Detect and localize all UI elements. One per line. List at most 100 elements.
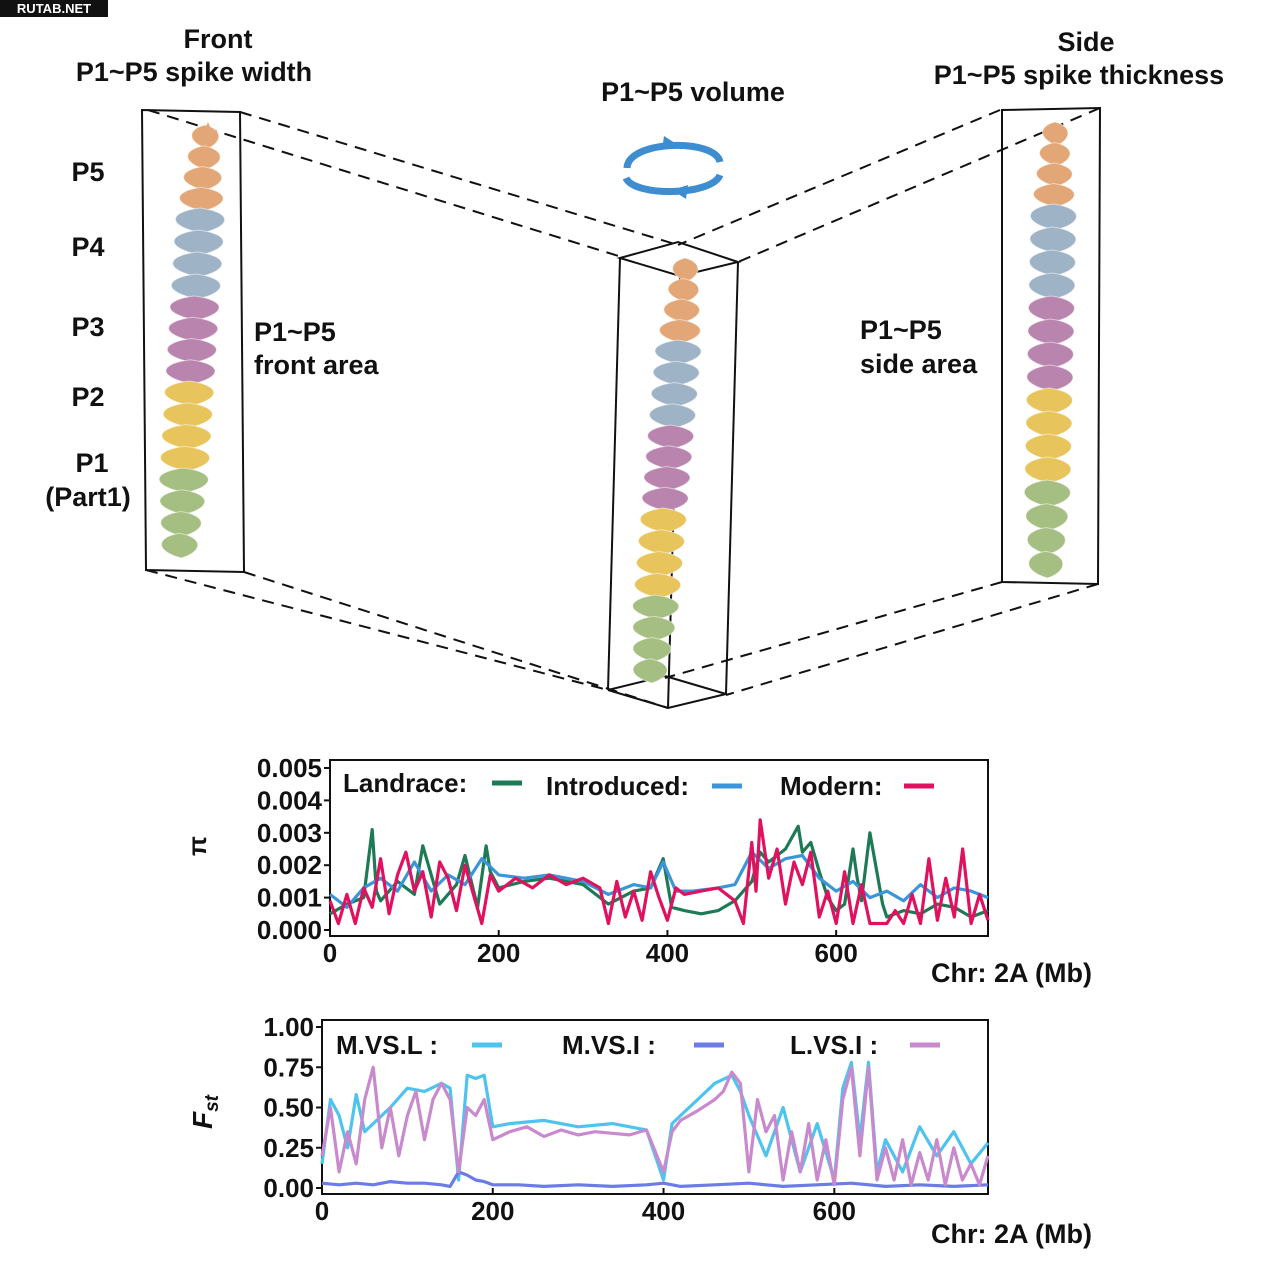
side-spikelet bbox=[1042, 121, 1069, 147]
volume-spikelet bbox=[638, 529, 685, 556]
pi-series-modern bbox=[328, 818, 990, 926]
volume-spikelet bbox=[663, 298, 701, 324]
side-spikelet bbox=[1029, 226, 1077, 254]
side-spikelet bbox=[1030, 203, 1077, 231]
side-spikelet bbox=[1026, 387, 1073, 415]
volume-spikelet bbox=[632, 658, 668, 684]
volume-spikelet bbox=[672, 257, 699, 283]
volume-spikelet bbox=[652, 360, 700, 387]
pi-legend-label: Landrace: bbox=[343, 768, 467, 798]
front-segment-p2 bbox=[159, 380, 215, 472]
fst-y-tick-label: 0.00 bbox=[263, 1173, 314, 1203]
pi-x-tick-label: 0 bbox=[323, 938, 337, 968]
side-spikelet bbox=[1028, 295, 1075, 323]
volume-spikelet bbox=[667, 277, 700, 303]
volume-segment-p4 bbox=[649, 339, 702, 429]
volume-segment-p1 bbox=[632, 594, 680, 684]
side-spikelet bbox=[1028, 272, 1076, 300]
pi-y-tick-label: 0.004 bbox=[257, 785, 323, 815]
side-spikelet bbox=[1024, 456, 1072, 484]
front-spikelet bbox=[169, 295, 220, 321]
side-segment-p5 bbox=[1033, 121, 1075, 208]
watermark-badge: RUTAB.NET bbox=[0, 0, 108, 17]
fst-y-ticks: 0.00 0.25 0.50 0.75 1.00 bbox=[263, 1012, 322, 1203]
fst-legend: M.VS.L : M.VS.I : L.VS.I : bbox=[336, 1030, 940, 1060]
front-spikelet bbox=[161, 532, 199, 559]
front-spikelet bbox=[173, 229, 224, 256]
fst-x-tick-label: 200 bbox=[471, 1196, 514, 1226]
side-area-label-1: P1~P5 bbox=[860, 315, 942, 345]
fst-x-ticks: 0 200 400 600 bbox=[315, 1188, 856, 1226]
side-segment-p4 bbox=[1028, 203, 1077, 300]
side-spikelet bbox=[1027, 341, 1074, 369]
volume-spikelet bbox=[636, 550, 683, 577]
front-spikelet bbox=[191, 124, 220, 150]
side-view-box bbox=[1001, 106, 1102, 586]
volume-spike-image bbox=[632, 257, 702, 684]
pi-legend-label: Introduced: bbox=[546, 771, 689, 801]
side-title: Side bbox=[1057, 27, 1114, 57]
part1-note: (Part1) bbox=[45, 482, 131, 512]
front-spikelet bbox=[174, 207, 225, 234]
volume-spikelet bbox=[645, 445, 693, 471]
front-spikelet bbox=[164, 380, 215, 407]
side-subtitle: P1~P5 spike thickness bbox=[934, 60, 1224, 90]
rotate-arrows-icon bbox=[622, 136, 724, 199]
side-spikelet bbox=[1039, 141, 1071, 167]
side-spikelet bbox=[1025, 503, 1069, 532]
front-spike-tip bbox=[204, 122, 212, 132]
front-spikelet bbox=[158, 467, 209, 494]
fst-y-tick-label: 0.50 bbox=[263, 1093, 314, 1123]
pi-y-tick-label: 0.005 bbox=[257, 753, 322, 783]
front-area-label-2: front area bbox=[254, 350, 380, 380]
side-spike-image bbox=[1024, 121, 1077, 579]
front-spikelet bbox=[160, 510, 202, 537]
fst-x-tick-label: 400 bbox=[642, 1196, 685, 1226]
fst-legend-label: L.VS.I : bbox=[790, 1030, 878, 1060]
pi-legend: Landrace: Introduced: Modern: bbox=[343, 768, 934, 801]
part-label-p2: P2 bbox=[71, 382, 104, 412]
front-spikelet bbox=[159, 489, 206, 516]
fst-legend-label: M.VS.I : bbox=[562, 1030, 656, 1060]
front-spikelet bbox=[165, 359, 216, 385]
front-spikelet bbox=[183, 165, 223, 191]
pi-plot-frame bbox=[329, 759, 989, 937]
pi-legend-label: Modern: bbox=[780, 771, 883, 801]
side-spikelet bbox=[1024, 479, 1071, 508]
front-spikelet bbox=[172, 251, 223, 278]
front-segment-p5 bbox=[179, 124, 224, 212]
part-label-p3: P3 bbox=[71, 312, 104, 342]
front-spikelet bbox=[170, 273, 221, 300]
fst-series-m-vs-i bbox=[321, 1170, 989, 1189]
front-area-label-1: P1~P5 bbox=[254, 317, 336, 347]
pi-series-group bbox=[328, 818, 990, 926]
fst-x-tick-label: 0 bbox=[315, 1196, 329, 1226]
side-spikelet bbox=[1033, 182, 1075, 208]
front-spikelet bbox=[162, 402, 213, 429]
side-spikelet bbox=[1035, 162, 1073, 188]
volume-spikelet bbox=[649, 403, 696, 429]
volume-title: P1~P5 volume bbox=[601, 77, 785, 107]
part-label-p5: P5 bbox=[71, 157, 104, 187]
fst-legend-label: M.VS.L : bbox=[336, 1030, 438, 1060]
pi-x-tick-label: 400 bbox=[646, 938, 689, 968]
pi-x-axis-label: Chr: 2A (Mb) bbox=[931, 958, 1092, 988]
volume-spikelet bbox=[640, 507, 687, 534]
pi-y-tick-label: 0.001 bbox=[257, 883, 322, 913]
fst-series-group bbox=[320, 1060, 990, 1189]
volume-segment-p2 bbox=[634, 507, 687, 599]
fst-y-axis-subscript: st bbox=[202, 1094, 223, 1112]
volume-spikelet bbox=[634, 572, 682, 599]
fst-y-axis-label: Fst bbox=[187, 1094, 223, 1129]
front-title: Front bbox=[184, 24, 253, 54]
side-segment-p2 bbox=[1024, 387, 1073, 484]
volume-spikelet bbox=[643, 465, 691, 491]
front-spikelet bbox=[159, 445, 211, 472]
front-segment-p3 bbox=[165, 295, 220, 385]
part-label-p1: P1 bbox=[75, 448, 108, 478]
volume-segment-p5 bbox=[659, 257, 701, 344]
front-spike-image bbox=[158, 122, 225, 559]
pi-y-tick-label: 0.002 bbox=[257, 850, 322, 880]
fst-y-tick-label: 0.25 bbox=[263, 1133, 314, 1163]
